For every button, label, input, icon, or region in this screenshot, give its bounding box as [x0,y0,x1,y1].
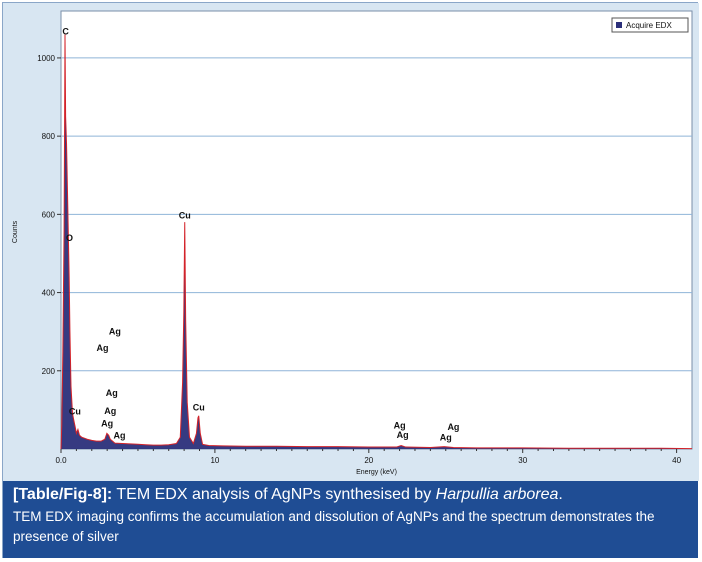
spectrum-line [60,34,693,450]
y-tick-label: 400 [42,289,56,298]
x-tick-label: 30 [518,456,527,465]
figure-caption: [Table/Fig-8]: TEM EDX analysis of AgNPs… [3,481,698,558]
peak-label-ag: Ag [113,430,125,440]
legend-entry: Acquire EDX [626,21,672,30]
x-tick-label: 10 [210,456,219,465]
caption-title-text: TEM EDX analysis of AgNPs synthesised by [116,486,432,503]
caption-title: [Table/Fig-8]: TEM EDX analysis of AgNPs… [13,484,688,506]
caption-species: Harpullia arborea [435,486,559,503]
peak-label-ag: Ag [106,388,118,398]
peak-label-ag: Ag [109,326,121,336]
y-tick-label: 800 [42,132,56,141]
y-tick-label: 600 [42,210,56,219]
peak-label-ag: Ag [97,343,109,353]
peak-label-ag: Ag [440,432,452,442]
peak-label-ag: Ag [397,430,409,440]
peak-label-o: O [66,233,73,243]
caption-title-end: . [558,486,563,503]
y-tick-label: 200 [42,367,56,376]
peak-label-cu: Cu [179,210,191,220]
x-tick-label: 40 [672,456,681,465]
legend-box [611,17,689,33]
peak-label-ag: Ag [394,421,406,431]
peak-label-ag: Ag [104,406,116,416]
caption-description: TEM EDX imaging confirms the accumulatio… [13,509,655,544]
peak-label-cu: Cu [69,407,81,417]
peak-label-cu: Cu [193,403,205,413]
x-tick-label: 0.0 [55,456,67,465]
peak-label-c: C [62,26,69,36]
y-axis-label: Counts [12,220,19,243]
plot-background [60,10,693,450]
edx-spectrum-chart: 200 400 600 800 1000 0.0 10 20 30 40 Energy (keV) C… [12,10,693,476]
x-axis-label: Energy (keV) [356,469,397,476]
x-tick-label: 20 [364,456,373,465]
caption-label: [Table/Fig-8]: [13,486,113,503]
chart-area: 200 400 600 800 1000 0.0 10 20 30 40 Energy (keV) C… [3,3,699,481]
y-tick-label: 1000 [37,54,55,63]
peak-label-ag: Ag [447,422,459,432]
peak-label-ag: Ag [101,419,113,429]
legend-swatch [616,22,622,28]
